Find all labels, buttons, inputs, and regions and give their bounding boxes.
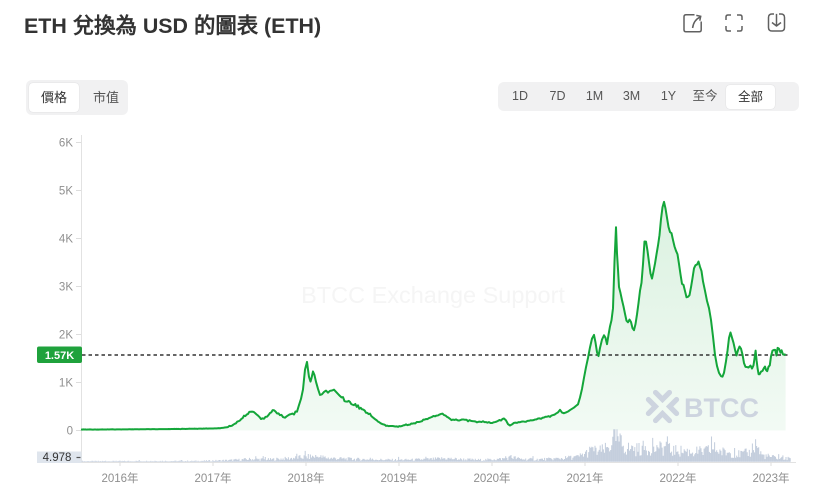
svg-text:2021年: 2021年 bbox=[566, 471, 603, 485]
svg-text:2016年: 2016年 bbox=[101, 471, 138, 485]
svg-text:1.57K: 1.57K bbox=[45, 350, 74, 362]
svg-text:2018年: 2018年 bbox=[287, 471, 324, 485]
svg-text:6K: 6K bbox=[59, 138, 73, 150]
svg-text:2017年: 2017年 bbox=[194, 471, 231, 485]
svg-text:BTCC: BTCC bbox=[684, 393, 759, 423]
svg-text:5K: 5K bbox=[59, 186, 73, 198]
svg-text:2022年: 2022年 bbox=[659, 471, 696, 485]
svg-text:0: 0 bbox=[67, 426, 73, 438]
svg-text:BTCC Exchange Support: BTCC Exchange Support bbox=[301, 282, 565, 308]
svg-text:2019年: 2019年 bbox=[380, 471, 417, 485]
svg-text:2K: 2K bbox=[59, 330, 73, 342]
svg-text:1K: 1K bbox=[59, 378, 73, 390]
svg-text:2020年: 2020年 bbox=[473, 471, 510, 485]
svg-text:2023年: 2023年 bbox=[752, 471, 789, 485]
svg-text:4K: 4K bbox=[59, 234, 73, 246]
svg-text:3K: 3K bbox=[59, 282, 73, 294]
svg-text:4.978: 4.978 bbox=[43, 452, 72, 464]
